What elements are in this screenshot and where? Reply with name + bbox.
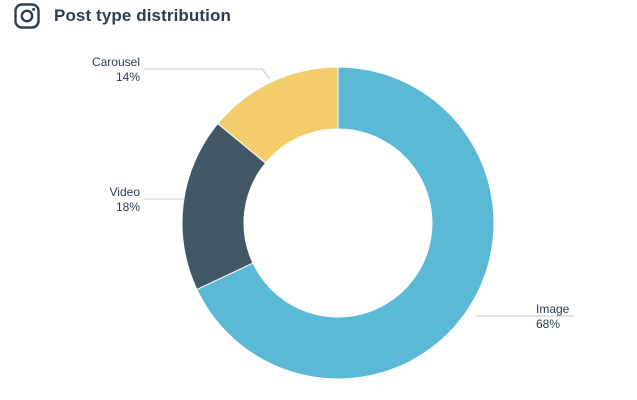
chart-title: Post type distribution: [54, 6, 231, 25]
leader-line-carousel: [144, 68, 271, 80]
slice-value-image: 68%: [536, 317, 560, 331]
slice-label-image: Image: [536, 302, 570, 316]
chart-header: Post type distribution: [14, 2, 231, 30]
slice-carousel[interactable]: [217, 66, 339, 164]
slice-label-carousel: Carousel: [92, 55, 140, 69]
slice-value-carousel: 14%: [116, 70, 140, 84]
slice-value-video: 18%: [116, 200, 140, 214]
slice-label-video: Video: [110, 185, 141, 199]
slice-image[interactable]: [196, 66, 495, 380]
instagram-icon: [14, 3, 40, 29]
